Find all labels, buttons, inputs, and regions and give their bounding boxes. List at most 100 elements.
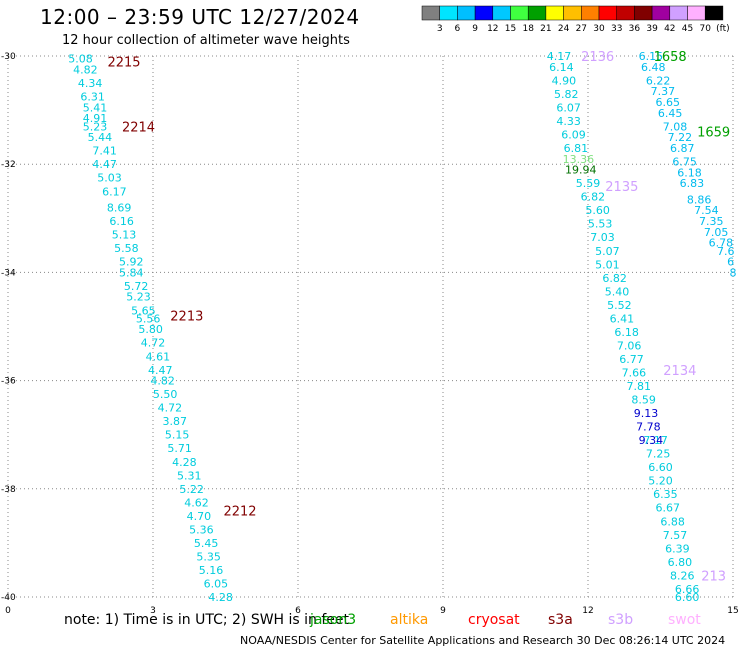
wave-height-label: 4.17 [547, 50, 572, 63]
chart-subtitle: 12 hour collection of altimeter wave hei… [62, 33, 350, 48]
wave-height-label: 8.86 [687, 193, 712, 206]
x-tick-label: 9 [440, 606, 446, 616]
pass-time-label: 2213 [170, 310, 203, 325]
wave-height-label: 4.47 [92, 158, 117, 171]
wave-height-label: 5.65 [131, 304, 156, 317]
legend-label: 6 [455, 24, 461, 34]
wave-height-label: 7.78 [636, 421, 661, 434]
wave-height-label: 5.80 [138, 323, 163, 336]
wave-height-label: 6.14 [549, 61, 574, 74]
wave-height-label: 6.35 [653, 488, 678, 501]
wave-height-label: 6.39 [665, 542, 690, 555]
y-tick-label: -30 [1, 52, 16, 62]
wave-height-label: 6.60 [648, 461, 673, 474]
pass-time-label: 2135 [605, 180, 638, 195]
legend-label: 36 [629, 24, 641, 34]
wave-height-label: 6.67 [656, 502, 681, 515]
wave-height-label: 4.90 [552, 74, 577, 87]
wave-height-label: 6.45 [658, 107, 683, 120]
wave-height-label: 6.18 [677, 166, 702, 179]
legend-swatch [421, 5, 440, 21]
wave-height-label: 3.87 [163, 415, 188, 428]
legend-swatch [563, 5, 582, 21]
wave-height-label: 6.75 [672, 155, 697, 168]
wave-height-label: 9.34 [639, 434, 664, 447]
legend-label: 30 [593, 24, 605, 34]
wave-height-label: 5.92 [119, 256, 144, 269]
wave-height-label: 5.31 [177, 469, 202, 482]
wave-height-label: 8 [730, 266, 737, 279]
wave-height-label: 4.82 [150, 375, 175, 388]
wave-height-label: 13.36 [563, 153, 595, 166]
wave-height-label: 5.59 [576, 177, 601, 190]
legend-label: 18 [522, 24, 534, 34]
legend-swatch [439, 5, 458, 21]
wave-height-label: 6.87 [670, 142, 695, 155]
wave-height-label: 5.36 [189, 523, 214, 536]
wave-height-label: 6.17 [102, 185, 127, 198]
wave-height-label: 7.35 [699, 215, 724, 228]
wave-height-label: 5.82 [554, 88, 579, 101]
legend-label: 70 [699, 24, 711, 34]
wave-height-label: 4.61 [146, 350, 171, 363]
legend-label: 9 [472, 24, 478, 34]
wave-height-label: 6.05 [204, 577, 229, 590]
wave-height-label: 4.33 [556, 115, 581, 128]
wave-height-label: 4.82 [73, 64, 98, 77]
wave-height-label: 7.41 [92, 145, 117, 158]
wave-height-label: 6.22 [646, 74, 671, 87]
y-tick-label: -38 [1, 485, 16, 495]
legend-swatch [527, 5, 547, 21]
axis-ticks: 0 3 6 9 12 15 -30 -32 -34 -36 -38 -40 [1, 52, 739, 616]
wave-height-label: 6.09 [561, 128, 586, 141]
pass-time-label: 2134 [663, 364, 696, 379]
wave-height-label: 5.16 [199, 564, 224, 577]
wave-height-label: 7.57 [663, 529, 688, 542]
wave-height-label: 4.34 [78, 77, 103, 90]
legend-swatch [634, 5, 653, 21]
wave-height-label: 6.07 [556, 101, 581, 114]
wave-height-label: 4.91 [83, 112, 108, 125]
wave-height-label: 7.03 [590, 231, 615, 244]
pass-time-label: 2136 [581, 50, 614, 65]
x-tick-label: 6 [295, 606, 301, 616]
wave-height-label: 5.52 [607, 299, 632, 312]
wave-height-label: 5.84 [119, 266, 144, 279]
legend-swatch [598, 5, 617, 21]
wave-height-label: 5.03 [97, 172, 122, 185]
legend-label: 15 [505, 24, 516, 34]
wave-height-label: 6.41 [610, 312, 635, 325]
wave-height-label: 5.23 [126, 291, 151, 304]
wave-height-label: 5.44 [88, 131, 113, 144]
plot-grid [7, 55, 734, 598]
y-tick-label: -34 [1, 268, 16, 278]
wave-height-label: 5.72 [124, 280, 149, 293]
wave-height-label: 5.40 [605, 285, 630, 298]
wave-height-label: 7.05 [704, 226, 729, 239]
legend-label: 27 [576, 24, 587, 34]
x-tick-label: 0 [5, 606, 11, 616]
data-points: 5.084.824.346.315.414.915.235.447.414.47… [68, 50, 736, 604]
wave-height-label: 7.54 [694, 204, 719, 217]
wave-height-label: 7.08 [663, 120, 688, 133]
wave-height-label: 19.94 [565, 164, 597, 177]
wave-height-label: 6.48 [641, 61, 666, 74]
legend-label: 39 [646, 24, 658, 34]
pass-time-label: 2212 [223, 504, 256, 519]
wave-height-label: 7.66 [622, 366, 647, 379]
wave-height-label: 5.22 [179, 483, 204, 496]
wave-height-label: 5.13 [112, 229, 137, 242]
wave-height-label: 5.53 [588, 218, 613, 231]
wave-height-label: 6 [727, 256, 734, 269]
wave-height-label: 4.47 [148, 364, 173, 377]
satellite-name: s3a [548, 612, 573, 628]
wave-height-label: 5.23 [83, 120, 108, 133]
wave-height-label: 5.15 [165, 429, 190, 442]
legend-swatch [545, 5, 564, 21]
wave-height-label: 7.37 [651, 85, 676, 98]
wave-height-label: 5.08 [68, 53, 93, 66]
wave-height-label: 6.15 [639, 50, 664, 63]
wave-height-label: 6.82 [602, 272, 627, 285]
wave-height-label: 7.06 [617, 339, 642, 352]
legend-swatch [616, 5, 635, 21]
